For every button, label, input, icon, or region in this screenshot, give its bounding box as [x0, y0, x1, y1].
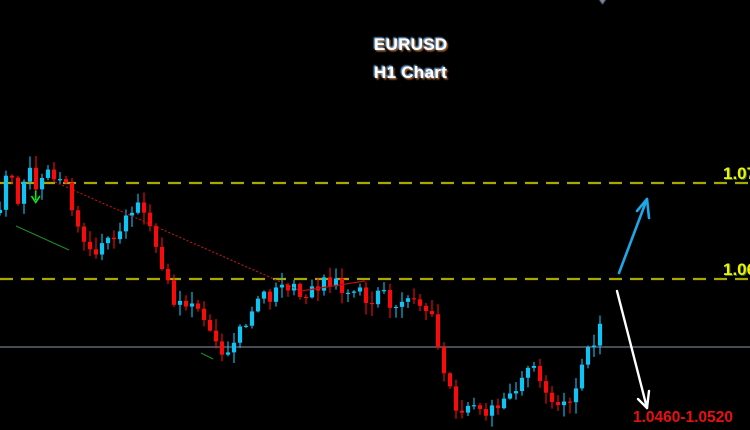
- svg-text:1.0460-1.0520: 1.0460-1.0520: [633, 409, 733, 426]
- svg-text:1.07: 1.07: [723, 164, 750, 183]
- svg-text:1.06: 1.06: [723, 260, 750, 279]
